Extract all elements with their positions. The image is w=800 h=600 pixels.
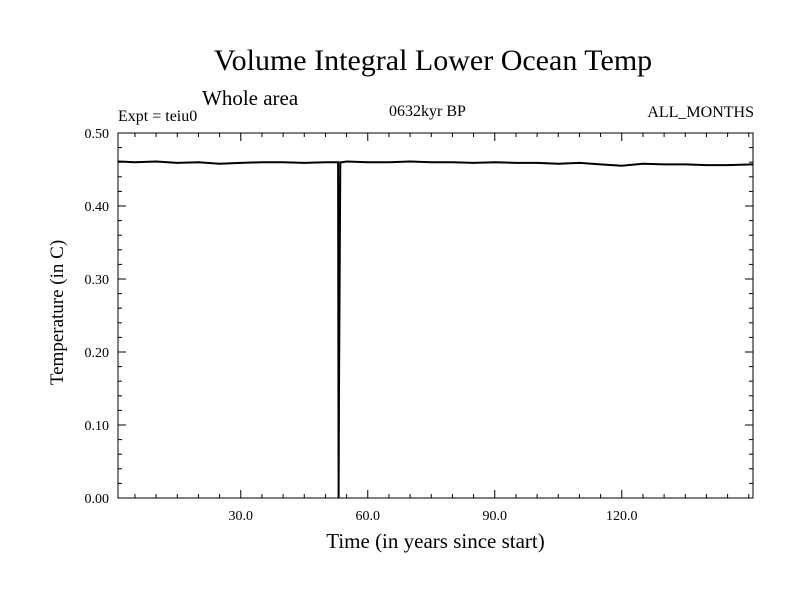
x-tick-label: 30.0 xyxy=(229,509,254,524)
data-point xyxy=(663,163,665,165)
chart-subtitle: Whole area xyxy=(202,86,299,110)
data-point xyxy=(388,161,390,163)
y-tick-label: 0.30 xyxy=(85,273,110,288)
y-tick-label: 0.40 xyxy=(85,200,110,215)
data-point xyxy=(219,163,221,165)
data-point xyxy=(367,161,369,163)
data-point xyxy=(324,161,327,163)
chart-title: Volume Integral Lower Ocean Temp xyxy=(213,44,653,77)
data-point xyxy=(642,163,644,165)
data-point xyxy=(337,497,340,499)
x-tick-label: 90.0 xyxy=(483,509,508,524)
x-axis-label: Time (in years since start) xyxy=(326,529,545,553)
data-point xyxy=(261,161,263,163)
period-label: 0632kyr BP xyxy=(389,103,466,120)
data-point xyxy=(346,160,348,163)
data-point xyxy=(451,161,454,163)
data-point xyxy=(134,161,136,163)
data-point xyxy=(752,163,754,165)
data-point xyxy=(155,160,157,163)
data-point xyxy=(337,161,339,163)
data-point xyxy=(338,387,340,390)
y-tick-label: 0.00 xyxy=(85,492,110,507)
series-line xyxy=(117,160,754,499)
data-point xyxy=(303,162,305,164)
x-tick-label: 120.0 xyxy=(606,509,638,524)
data-point xyxy=(430,161,432,163)
data-point xyxy=(727,164,729,166)
data-point xyxy=(578,162,581,164)
data-point xyxy=(341,161,343,163)
x-tick-label: 60.0 xyxy=(356,509,381,524)
data-point xyxy=(600,163,602,165)
data-point xyxy=(117,160,119,163)
data-point xyxy=(197,161,200,163)
y-axis-label: Temperature (in C) xyxy=(47,240,68,385)
y-tick-label: 0.10 xyxy=(85,419,110,434)
data-point xyxy=(339,161,341,163)
data-point xyxy=(621,165,623,167)
y-tick-label: 0.50 xyxy=(85,127,110,142)
data-point xyxy=(176,162,178,164)
data-point xyxy=(282,161,284,163)
data-point xyxy=(515,162,517,164)
data-point xyxy=(684,163,686,165)
y-tick-label: 0.20 xyxy=(85,346,110,361)
data-point xyxy=(240,162,242,164)
data-point xyxy=(473,162,475,164)
data-point xyxy=(494,161,496,163)
data-point xyxy=(705,164,708,166)
data-point xyxy=(409,160,411,163)
plot-frame xyxy=(117,132,754,499)
months-label: ALL_MONTHS xyxy=(647,104,754,121)
data-point xyxy=(536,162,538,164)
experiment-label: Expt = teiu0 xyxy=(118,108,198,125)
data-point xyxy=(557,163,559,165)
